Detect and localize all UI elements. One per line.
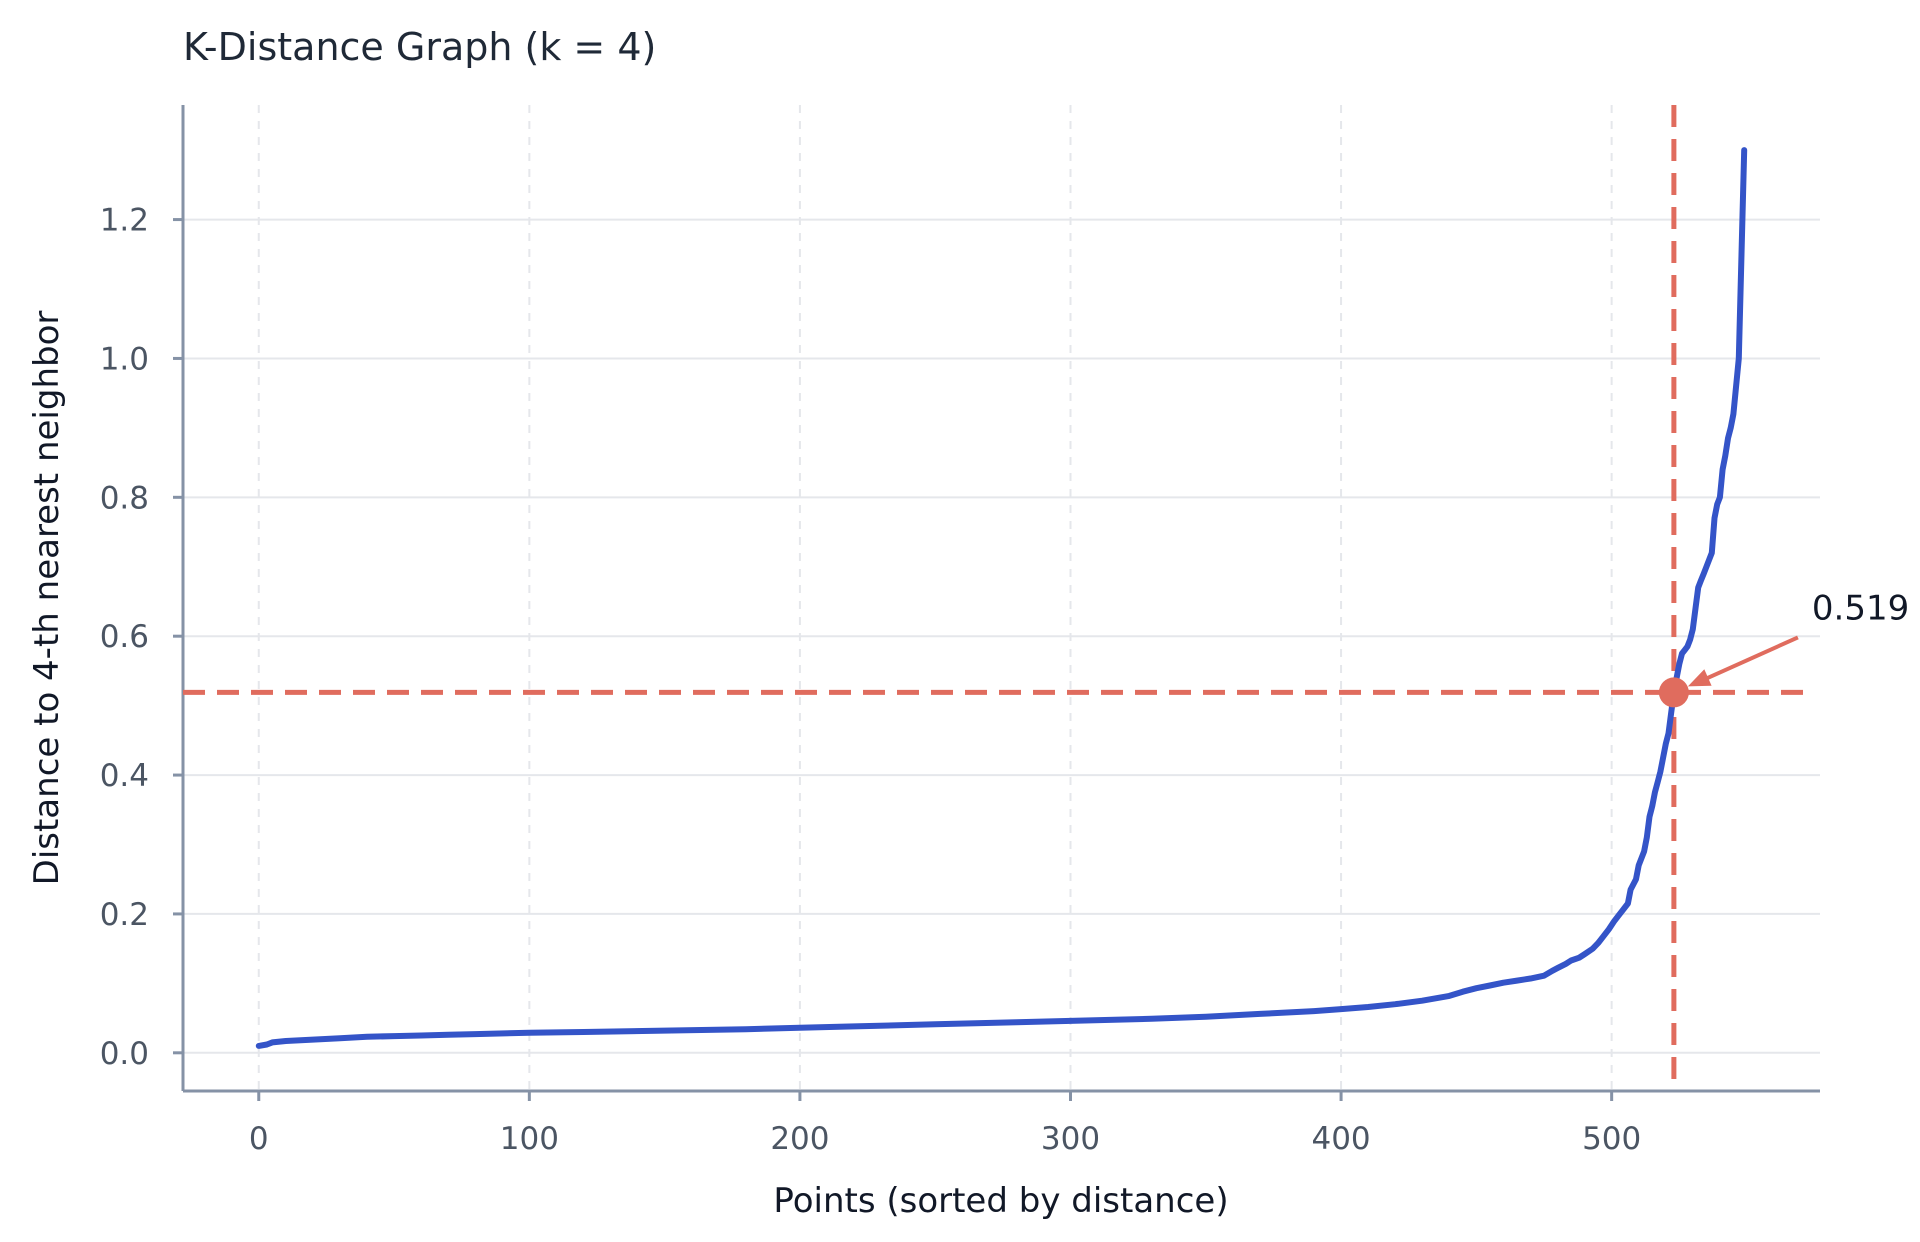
chart-title: K-Distance Graph (k = 4) [183,25,656,69]
k-distance-series-line [255,147,1748,1049]
x-tick-label: 400 [1311,1121,1370,1157]
y-tick-label: 0.8 [100,480,149,516]
y-tick-label: 0.4 [100,758,149,794]
x-tick-label: 100 [500,1121,559,1157]
x-tick-label: 300 [1041,1121,1100,1157]
x-tick-label: 200 [770,1121,829,1157]
axes [181,105,1820,1093]
y-axis-label: Distance to 4-th nearest neighbor [27,311,67,886]
ticks: 0.0 0.2 0.4 0.6 0.8 1.0 1.2 0 100 200 300 400 500 [100,203,1642,1157]
annotation-arrow-head [1687,669,1712,687]
grid [183,105,1820,1091]
y-tick-label: 0.0 [100,1036,149,1072]
x-tick-label: 500 [1582,1121,1641,1157]
x-axis-label: Points (sorted by distance) [773,1181,1228,1221]
threshold-lines [183,105,1812,1091]
x-tick-label: 0 [249,1121,269,1157]
threshold-marker-layer: 0.519 [1658,588,1909,708]
y-tick-label: 0.6 [100,619,149,655]
threshold-annotation-label: 0.519 [1812,588,1909,628]
annotation-arrow-line [1699,635,1799,684]
threshold-marker [1658,677,1689,708]
y-tick-label: 0.2 [100,897,149,933]
y-tick-label: 1.2 [100,203,149,239]
y-tick-label: 1.0 [100,341,149,377]
